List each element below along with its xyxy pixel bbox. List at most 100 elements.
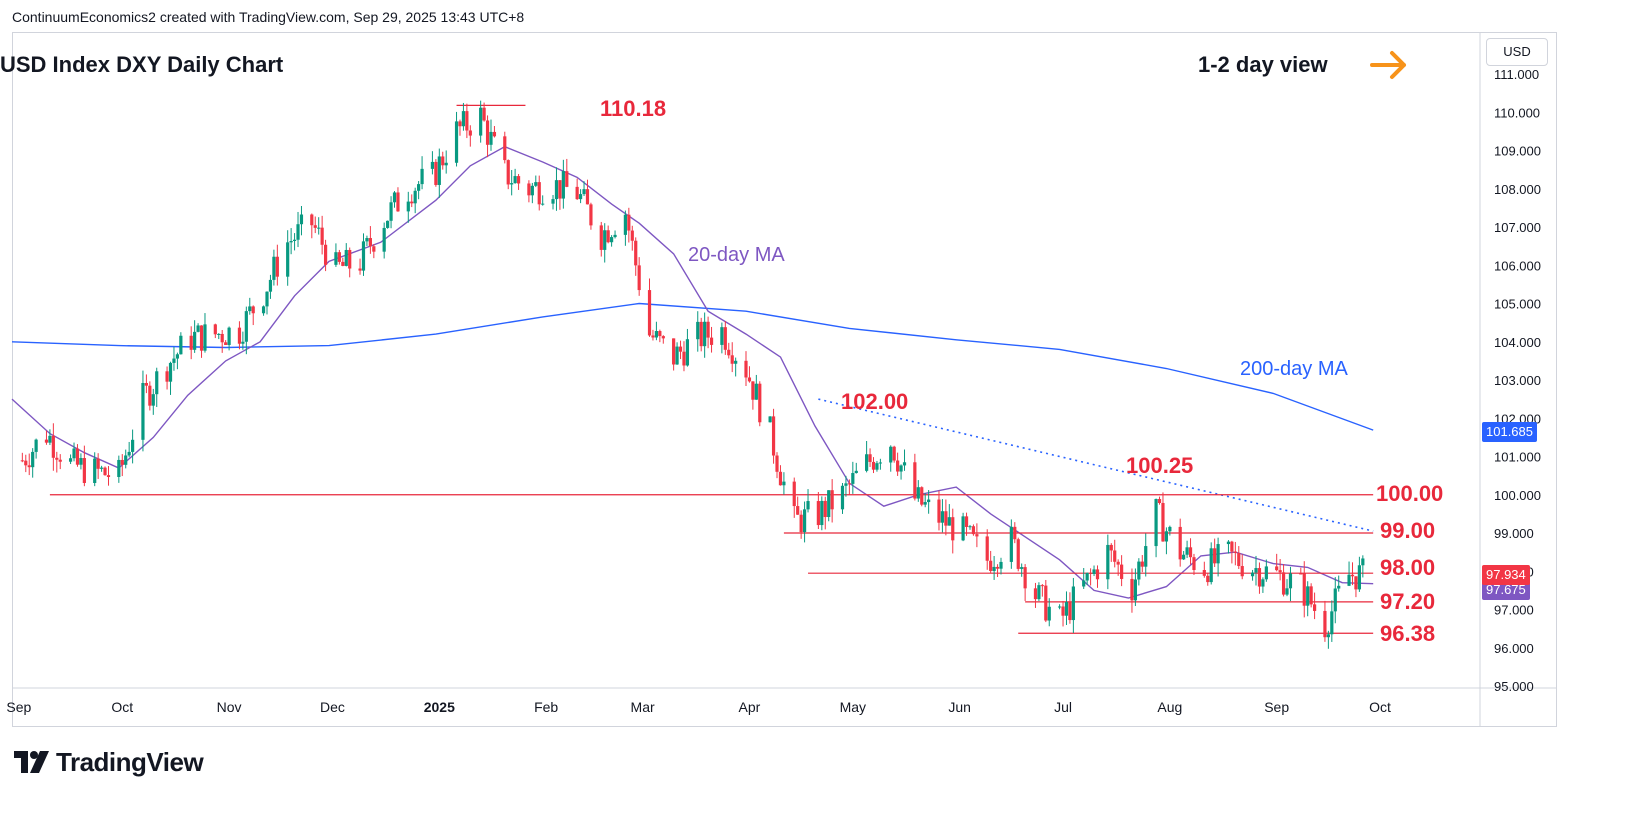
candle-body — [1302, 573, 1306, 606]
candle-body — [1288, 573, 1293, 589]
x-tick-label: Aug — [1157, 699, 1182, 715]
candle-body — [920, 487, 924, 505]
candle-body — [1009, 526, 1013, 562]
candle-body — [1254, 568, 1258, 573]
candle-body — [99, 467, 104, 469]
candle-body — [606, 230, 610, 243]
candle-body — [771, 416, 776, 456]
candle-body — [224, 342, 228, 345]
candle-body — [299, 214, 304, 225]
candle-body — [516, 176, 521, 184]
candle-body — [565, 171, 569, 187]
candle-body — [168, 362, 173, 382]
candle-body — [1216, 544, 1220, 564]
candle-body — [1309, 586, 1313, 605]
candle-body — [1085, 572, 1089, 581]
candle-body — [1337, 585, 1341, 589]
level-label-110-18: 110.18 — [600, 96, 667, 121]
candle-body — [220, 333, 224, 343]
candle-body — [175, 354, 180, 359]
candle-body — [437, 156, 441, 185]
candle-body — [1057, 606, 1062, 608]
candle-body — [1230, 541, 1234, 552]
x-tick-label: Dec — [320, 699, 345, 715]
y-tick-label: 107.000 — [1494, 220, 1541, 235]
candle-body — [1275, 566, 1279, 571]
candle-body — [503, 136, 507, 161]
candle-body — [348, 249, 352, 269]
candle-body — [151, 394, 155, 406]
candle-body — [358, 268, 362, 271]
candle-body — [506, 160, 510, 185]
candle-body — [20, 460, 24, 462]
candle-body — [458, 121, 462, 127]
candle-body — [155, 371, 159, 395]
chart-area[interactable] — [12, 32, 1557, 727]
tradingview-logo[interactable]: TradingView — [14, 744, 204, 780]
candle-body — [916, 487, 920, 499]
candle-body — [489, 131, 493, 145]
candle-body — [334, 252, 338, 265]
candle-body — [131, 439, 135, 452]
candle-body — [944, 511, 948, 526]
candle-body — [120, 459, 124, 465]
candle-body — [510, 183, 514, 185]
candle-body — [341, 261, 345, 266]
candle-body — [537, 182, 541, 205]
candle-body — [382, 227, 386, 252]
candle-body — [165, 371, 169, 382]
candle-body — [317, 227, 321, 229]
candle-body — [730, 355, 734, 364]
candle-body — [951, 517, 955, 541]
tradingview-logo-text: TradingView — [56, 746, 204, 777]
candle-body — [1137, 561, 1141, 580]
level-label-100-00: 100.00 — [1376, 481, 1444, 506]
candle-body — [1130, 578, 1134, 601]
candle-body — [992, 566, 996, 571]
candle-body — [417, 184, 421, 191]
candle-body — [554, 180, 559, 200]
candle-body — [1213, 548, 1217, 564]
candle-body — [995, 566, 1000, 569]
candle-body — [320, 227, 324, 245]
candle-body — [199, 325, 204, 351]
candle-body — [530, 185, 534, 196]
axes: 111.000 110.000 109.000 108.000 107.000 106.0… — [6, 33, 1557, 727]
candle-body — [441, 156, 445, 166]
y-tick-label: 99.000 — [1494, 526, 1534, 541]
candle-body — [1023, 567, 1027, 589]
candle-body — [854, 470, 858, 474]
candle-body — [923, 502, 927, 505]
currency-button[interactable]: USD — [1486, 38, 1548, 66]
ma20-label: 20-day MA — [688, 244, 785, 266]
candle-body — [51, 435, 55, 458]
x-tick-label: 2025 — [424, 699, 455, 715]
y-tick-label: 106.000 — [1494, 258, 1541, 273]
y-tick-label: 108.000 — [1494, 182, 1541, 197]
candle-body — [647, 290, 652, 336]
candle-body — [1133, 579, 1137, 601]
candle-body — [1037, 585, 1041, 600]
y-tick-label: 109.000 — [1494, 144, 1541, 159]
candle-body — [1281, 572, 1286, 595]
candle-body — [899, 465, 903, 472]
candle-body — [24, 460, 28, 466]
candle-body — [513, 176, 517, 184]
candle-body — [203, 324, 207, 351]
x-tick-label: Oct — [111, 699, 133, 715]
candle-body — [706, 321, 710, 338]
candle-body — [275, 256, 279, 277]
candle-body — [268, 279, 273, 292]
candle-body — [1233, 551, 1237, 554]
candle-body — [106, 475, 111, 478]
candle-body — [289, 240, 293, 243]
y-tick-label: 104.000 — [1494, 335, 1541, 350]
tradingview-logo-icon — [14, 751, 49, 773]
candle-body — [1109, 544, 1113, 551]
candle-body — [734, 360, 738, 364]
candle-body — [1299, 573, 1303, 575]
candle-body — [1068, 602, 1072, 621]
candle-body — [189, 335, 193, 350]
support-resistance-levels — [49, 104, 1374, 634]
